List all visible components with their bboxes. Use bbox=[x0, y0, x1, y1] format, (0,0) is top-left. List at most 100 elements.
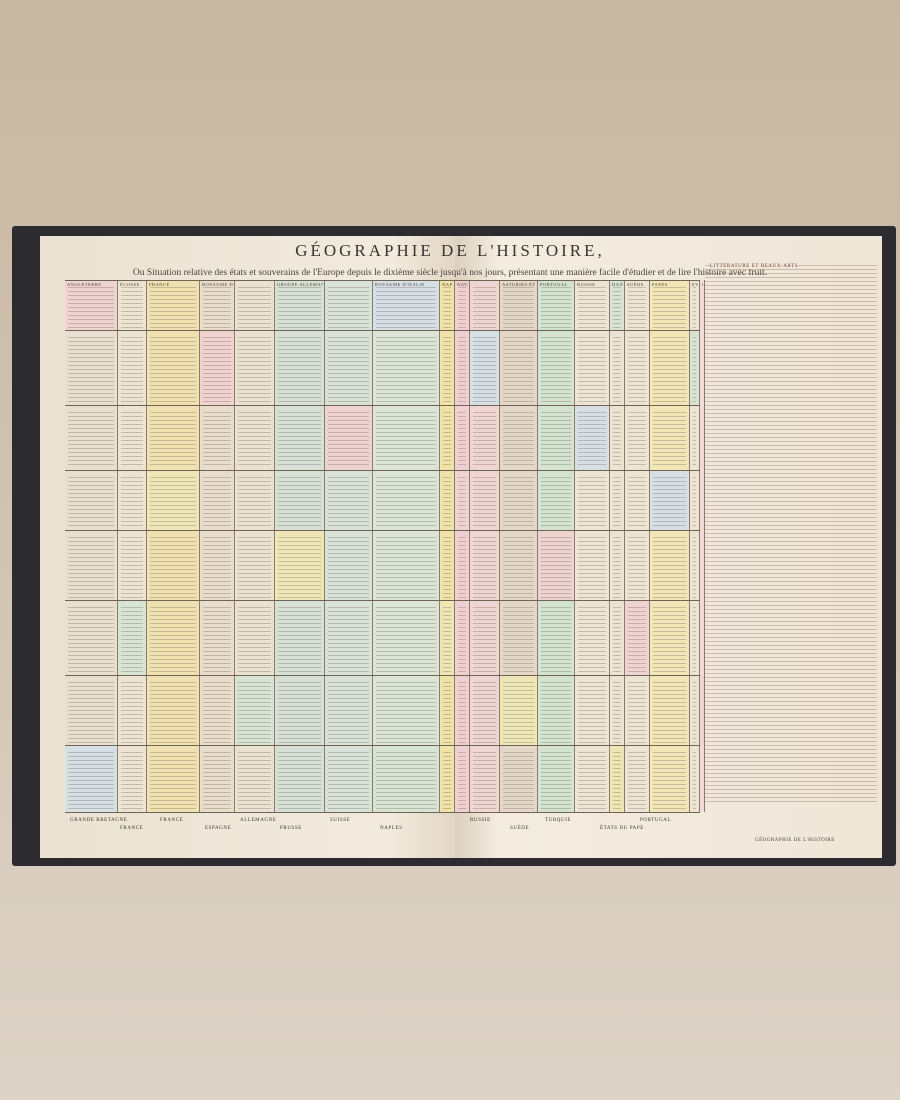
table-cell bbox=[235, 330, 275, 405]
table-cell bbox=[118, 530, 147, 600]
bottom-state-label: GRANDE BRETAGNE bbox=[70, 818, 128, 823]
table-cell bbox=[575, 675, 610, 745]
table-cell bbox=[650, 530, 690, 600]
table-cell bbox=[440, 470, 455, 530]
table-cell bbox=[470, 330, 500, 405]
column-header: NAVARRE bbox=[457, 282, 468, 287]
table-cell bbox=[440, 280, 455, 330]
column-header: GROUPE ALLEMANDE bbox=[277, 282, 323, 287]
column-header: NAPLES bbox=[442, 282, 453, 287]
row-divider bbox=[65, 330, 700, 331]
bottom-state-label: FRANCE bbox=[120, 826, 144, 831]
table-cell bbox=[373, 470, 440, 530]
table-cell bbox=[500, 745, 538, 812]
table-cell bbox=[690, 530, 700, 600]
table-cell bbox=[700, 280, 705, 330]
table-cell bbox=[200, 530, 235, 600]
table-cell bbox=[147, 745, 200, 812]
table-cell bbox=[690, 600, 700, 675]
column-header: ÉCOSSE bbox=[120, 282, 140, 287]
table-cell bbox=[235, 675, 275, 745]
literature-text-column bbox=[705, 262, 877, 802]
table-cell bbox=[538, 675, 575, 745]
table-cell bbox=[325, 405, 373, 470]
table-cell bbox=[700, 330, 705, 405]
table-cell bbox=[700, 405, 705, 470]
table-cell bbox=[470, 675, 500, 745]
table-cell bbox=[200, 675, 235, 745]
table-cell bbox=[650, 745, 690, 812]
column-header: FRANCE bbox=[149, 282, 170, 287]
table-cell bbox=[470, 600, 500, 675]
table-cell bbox=[610, 330, 625, 405]
table-cell bbox=[118, 600, 147, 675]
table-cell bbox=[610, 675, 625, 745]
table-cell bbox=[650, 675, 690, 745]
table-cell bbox=[373, 600, 440, 675]
table-cell bbox=[500, 675, 538, 745]
table-cell bbox=[65, 530, 118, 600]
table-cell bbox=[470, 530, 500, 600]
table-cell bbox=[575, 600, 610, 675]
footer-title: GÉOGRAPHIE DE L'HISTOIRE bbox=[755, 838, 835, 843]
column-header: DANEMARK bbox=[612, 282, 623, 287]
table-cell bbox=[500, 530, 538, 600]
table-cell bbox=[650, 600, 690, 675]
table-cell bbox=[275, 405, 325, 470]
table-cell bbox=[118, 330, 147, 405]
table-cell bbox=[147, 405, 200, 470]
table-cell bbox=[373, 405, 440, 470]
literature-header: LITTÉRATURE ET BEAUX-ARTS bbox=[710, 264, 799, 269]
bottom-state-label: SUÈDE bbox=[510, 826, 530, 831]
table-cell bbox=[118, 280, 147, 330]
table-cell bbox=[147, 675, 200, 745]
table-cell bbox=[538, 530, 575, 600]
table-cell bbox=[373, 330, 440, 405]
column-header: ROYAUME D'ITALIE bbox=[375, 282, 425, 287]
column-header: EVÉNEMENTS bbox=[692, 282, 698, 287]
table-cell bbox=[538, 745, 575, 812]
table-cell bbox=[470, 470, 500, 530]
table-cell bbox=[275, 530, 325, 600]
table-cell bbox=[325, 530, 373, 600]
table-cell bbox=[325, 745, 373, 812]
bottom-state-label: SUISSE bbox=[330, 818, 351, 823]
table-cell bbox=[470, 280, 500, 330]
table-cell bbox=[610, 470, 625, 530]
column-header: ROYAUME DES DEUX BOURGOGNES bbox=[202, 282, 233, 287]
table-cell bbox=[455, 675, 470, 745]
table-cell bbox=[440, 600, 455, 675]
table-cell bbox=[325, 330, 373, 405]
table-cell bbox=[625, 280, 650, 330]
table-cell bbox=[118, 675, 147, 745]
bottom-state-label: ALLEMAGNE bbox=[240, 818, 277, 823]
table-cell bbox=[690, 675, 700, 745]
table-cell bbox=[65, 675, 118, 745]
table-cell bbox=[325, 470, 373, 530]
table-cell bbox=[440, 405, 455, 470]
table-cell bbox=[275, 330, 325, 405]
table-cell bbox=[275, 600, 325, 675]
table-cell bbox=[455, 745, 470, 812]
column-header: RUSSIE bbox=[577, 282, 596, 287]
table-cell bbox=[147, 470, 200, 530]
table-cell bbox=[200, 405, 235, 470]
table-cell bbox=[200, 280, 235, 330]
bottom-state-label: ÉTATS DU PAPE bbox=[600, 826, 644, 831]
table-cell bbox=[373, 530, 440, 600]
table-cell bbox=[690, 280, 700, 330]
table-cell bbox=[575, 530, 610, 600]
table-cell bbox=[470, 405, 500, 470]
bottom-state-label: ESPAGNE bbox=[205, 826, 232, 831]
table-cell bbox=[690, 745, 700, 812]
table-cell bbox=[118, 470, 147, 530]
table-cell bbox=[700, 675, 705, 745]
table-cell bbox=[325, 600, 373, 675]
table-cell bbox=[455, 405, 470, 470]
table-cell bbox=[200, 600, 235, 675]
table-cell bbox=[325, 675, 373, 745]
row-divider bbox=[65, 470, 700, 471]
column-header: SUÈDE bbox=[627, 282, 644, 287]
table-cell bbox=[500, 470, 538, 530]
